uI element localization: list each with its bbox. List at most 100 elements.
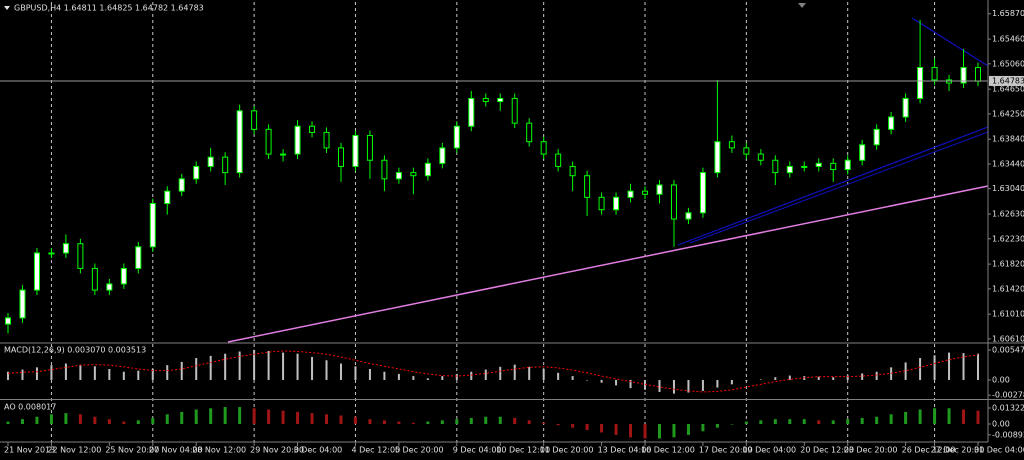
ao-bar [788, 419, 792, 424]
macd-bar [412, 376, 415, 380]
ao-bar [469, 417, 473, 424]
candle-body [164, 190, 171, 205]
macd-bar [948, 352, 951, 380]
candle-body [598, 196, 605, 211]
macd-bar [151, 369, 154, 380]
macd-bar [499, 366, 502, 380]
ao-bar [542, 422, 546, 424]
ao-bar [831, 420, 835, 424]
x-tick-label: 21 Nov 2013 [4, 446, 55, 455]
x-tick-label: 28 Nov 12:00 [192, 446, 246, 455]
y-tick-label: 1.63040 [992, 184, 1024, 193]
ao-bar [614, 423, 618, 435]
signal-line [7, 350, 979, 393]
ao-bar [426, 421, 430, 424]
candle-body [757, 153, 764, 161]
y-tick-label: 0.005476 [992, 345, 1024, 354]
x-tick-label: 31 Dec 04:00 [974, 446, 1024, 455]
macd-bar [557, 372, 560, 380]
y-tick-label: -0.002788 [992, 391, 1024, 400]
macd-bar [701, 379, 704, 391]
macd-bar [108, 369, 111, 380]
candle-body [120, 267, 127, 285]
macd-bar [383, 371, 386, 380]
y-tick-label: 1.62630 [992, 210, 1024, 219]
y-tick-label: 1.65460 [992, 35, 1024, 44]
y-tick-label: 1.63440 [992, 159, 1024, 168]
ao-bar [484, 416, 488, 424]
y-tick-label: 1.65060 [992, 59, 1024, 68]
x-tick-label: 16 Dec 12:00 [641, 446, 695, 455]
ao-bar [411, 422, 415, 424]
macd-bar [919, 358, 922, 380]
ao-bar [136, 420, 140, 424]
macd-bar [368, 369, 371, 380]
x-tick-label: 20 Dec 12:00 [800, 446, 854, 455]
ao-bar [49, 414, 53, 424]
y-tick-label: 1.64650 [992, 85, 1024, 94]
macd-bar [267, 350, 270, 380]
candle-body [439, 147, 446, 164]
trend-line [911, 17, 989, 67]
candle-body [772, 159, 779, 174]
candle-body [844, 159, 851, 171]
ao-bar [35, 416, 39, 424]
ao-bar [933, 408, 937, 424]
ao-bar [151, 417, 155, 424]
candle-body [685, 212, 692, 220]
ao-bar [93, 416, 97, 424]
ao-bar [122, 421, 126, 424]
x-tick-label: 29 Nov 20:00 [250, 446, 304, 455]
candle-body [48, 252, 55, 255]
macd-bar [180, 361, 183, 380]
candle-body [5, 317, 11, 325]
ao-bar [20, 419, 24, 424]
macd-bar [586, 379, 589, 381]
y-tick-label: 1.61820 [992, 260, 1024, 269]
y-tick-label: -0.00893 [992, 430, 1024, 439]
ao-bar [571, 423, 575, 428]
shift-marker [798, 3, 806, 8]
candle-body [19, 289, 26, 319]
x-tick-label: 27 Nov 04:00 [149, 446, 203, 455]
trend-line [689, 131, 989, 244]
candle-body [815, 162, 822, 167]
menu-icon[interactable] [4, 6, 10, 10]
ao-bar [382, 420, 386, 424]
candle-body [859, 144, 866, 161]
candle-body [917, 67, 924, 99]
candle-body [366, 135, 373, 161]
ao-bar [672, 423, 676, 438]
macd-bar [470, 371, 473, 380]
candle-body [395, 172, 402, 180]
macd-bar [861, 373, 864, 380]
last-price-label: 1.64783 [992, 76, 1024, 85]
ao-bar [223, 407, 227, 424]
macd-bar [716, 379, 719, 388]
candle-body [888, 116, 895, 130]
candle-body [352, 135, 359, 167]
ao-bar [64, 413, 68, 424]
macd-bar [224, 353, 227, 380]
macd-bar [296, 353, 299, 380]
candle-body [482, 97, 489, 103]
ao-bar [802, 419, 806, 424]
macd-bar [397, 373, 400, 380]
ao-bar [353, 416, 357, 424]
candle-body [91, 267, 98, 291]
macd-bar [962, 353, 965, 380]
macd-title: MACD(12,26,9) 0.003070 0.003513 [4, 346, 146, 355]
macd-bar [571, 376, 574, 380]
candle-body [873, 128, 880, 146]
candle-body [222, 156, 229, 174]
candle-body [569, 165, 576, 177]
ao-bar [498, 416, 502, 424]
x-tick-label: 5 Dec 20:00 [395, 446, 444, 455]
ao-bar [875, 416, 879, 424]
ao-bar [904, 411, 908, 424]
candle-body [830, 162, 837, 171]
candle-body [236, 110, 243, 174]
